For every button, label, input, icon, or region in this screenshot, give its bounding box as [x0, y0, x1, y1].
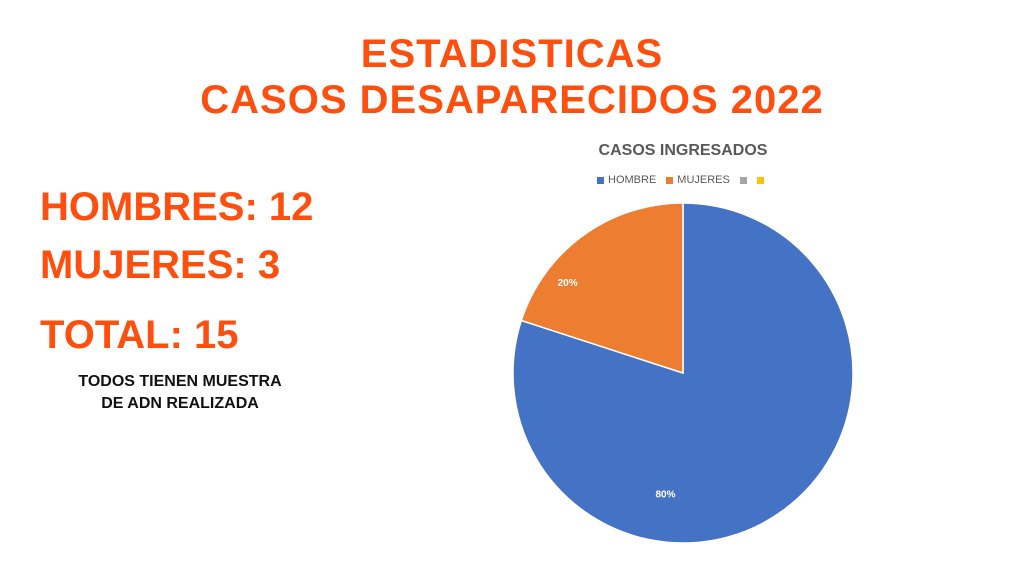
legend-swatch: [666, 176, 674, 184]
pie-slice-hombre: [512, 202, 854, 544]
legend-label: HOMBRE: [608, 174, 657, 186]
chart-title: CASOS INGRESADOS: [598, 142, 768, 159]
stat-mujeres: MUJERES: 3: [40, 243, 281, 287]
chart-legend: HOMBRE MUJERES: [597, 174, 764, 186]
legend-swatch: [597, 176, 604, 184]
pie-data-label-mujeres: 20%: [558, 278, 578, 289]
legend-item-hombre: HOMBRE: [597, 174, 656, 186]
legend-item-blank-3: [756, 176, 764, 184]
pie-slice-mujeres: [520, 202, 684, 375]
pie-data-label-hombre: 80%: [655, 490, 675, 501]
stat-total: TOTAL: 15: [40, 313, 239, 357]
dna-note-line-1: TODOS TIENEN MUESTRA: [78, 373, 282, 390]
legend-swatch: [739, 176, 747, 184]
legend-label: MUJERES: [677, 174, 730, 186]
page-title-line-1: ESTADISTICAS: [360, 32, 664, 76]
dna-note-line-2: DE ADN REALIZADA: [101, 395, 259, 412]
page-title-line-2: CASOS DESAPARECIDOS 2022: [200, 78, 824, 122]
legend-swatch: [756, 176, 764, 184]
legend-item-mujeres: MUJERES: [666, 174, 730, 186]
stat-hombres: HOMBRES: 12: [40, 185, 314, 229]
legend-item-blank-2: [739, 176, 747, 184]
